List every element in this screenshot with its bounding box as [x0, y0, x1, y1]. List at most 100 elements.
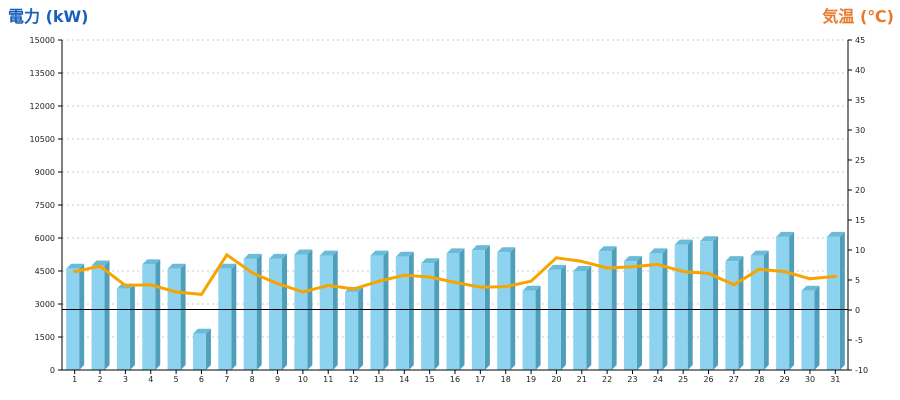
temperature-point [98, 264, 102, 268]
bar [370, 255, 384, 370]
temperature-point [377, 279, 381, 283]
bar-top [801, 285, 820, 291]
x-tick-label: 7 [224, 375, 229, 384]
bar-side [586, 266, 592, 370]
x-tick-label: 26 [703, 375, 713, 384]
bar-top [547, 264, 566, 270]
bar-top [142, 259, 161, 265]
temperature-point [402, 273, 406, 277]
bar [776, 236, 790, 370]
right-tick-label: 40 [855, 66, 865, 75]
temperature-point [326, 283, 330, 287]
bar [421, 263, 435, 370]
bar [294, 254, 308, 370]
bar-side [408, 251, 414, 370]
x-tick-label: 9 [275, 375, 280, 384]
bar [826, 236, 840, 370]
bar-side [636, 256, 642, 370]
x-tick-label: 1 [72, 375, 77, 384]
bar [91, 265, 105, 370]
bar-side [155, 259, 161, 370]
right-tick-label: 5 [855, 276, 860, 285]
x-tick-label: 10 [298, 375, 308, 384]
bar [522, 290, 536, 370]
temperature-point [225, 253, 229, 257]
bar-top [776, 231, 795, 237]
left-axis-title: 電力 (kW) [8, 7, 89, 26]
bar [471, 250, 485, 370]
x-tick-label: 30 [805, 375, 815, 384]
temperature-point [352, 287, 356, 291]
left-axis-ticks: 0 1500 3000 4500 6000 7500 9000 10500 12000 13500… [30, 36, 62, 375]
bar-top [598, 246, 617, 252]
bar-top [66, 263, 85, 269]
bar [700, 241, 714, 370]
bar [725, 261, 739, 370]
bar-side [763, 250, 769, 370]
bar-top [319, 250, 338, 256]
temperature-point [656, 262, 660, 266]
bar-top [294, 249, 313, 255]
temperature-point [833, 274, 837, 278]
bar [243, 258, 257, 370]
bar [192, 333, 206, 370]
right-axis-ticks: -10 -5 0 5 10 15 20 25 30 35 40 45 [848, 36, 868, 375]
bar-top [725, 256, 744, 262]
bar-side [205, 328, 211, 370]
x-tick-label: 21 [577, 375, 587, 384]
bar-top [192, 328, 211, 334]
right-tick-label: 10 [855, 246, 865, 255]
x-tick-label: 16 [450, 375, 460, 384]
temperature-point [174, 290, 178, 294]
bar-top [218, 263, 237, 269]
bar-top [421, 258, 440, 264]
x-tick-label: 3 [123, 375, 128, 384]
left-tick-label: 13500 [30, 69, 55, 78]
x-tick-label: 28 [754, 375, 764, 384]
x-tick-label: 20 [551, 375, 561, 384]
x-tick-label: 18 [501, 375, 511, 384]
temperature-point [149, 283, 153, 287]
left-tick-label: 12000 [30, 102, 55, 111]
temperature-point [199, 292, 203, 296]
bar-top [674, 239, 693, 245]
x-tick-label: 31 [830, 375, 840, 384]
right-tick-label: 0 [855, 306, 860, 315]
bar-top [750, 250, 769, 256]
temperature-point [732, 283, 736, 287]
bar-top [700, 236, 719, 242]
x-tick-label: 5 [174, 375, 179, 384]
right-tick-label: 30 [855, 126, 865, 135]
bar [345, 291, 359, 370]
left-tick-label: 1500 [35, 333, 55, 342]
bar-side [484, 245, 490, 370]
bar-side [104, 260, 110, 370]
x-tick-label: 24 [653, 375, 663, 384]
x-tick-label: 14 [399, 375, 409, 384]
x-tick-label: 11 [323, 375, 333, 384]
right-tick-label: -10 [855, 366, 868, 375]
bar-side [79, 263, 85, 370]
bar [218, 268, 232, 370]
bar-side [510, 247, 516, 370]
bar-top [649, 248, 668, 254]
temperature-point [529, 279, 533, 283]
temperature-point [73, 270, 77, 274]
bar-top [826, 231, 845, 237]
bar-top [497, 247, 516, 253]
right-tick-label: 45 [855, 36, 865, 45]
temperature-point [630, 265, 634, 269]
temperature-line-group [73, 253, 837, 296]
bar [395, 256, 409, 370]
bar-side [713, 236, 719, 370]
bar-side [687, 239, 693, 370]
x-tick-label: 27 [729, 375, 739, 384]
bar-top [573, 266, 592, 271]
bar-side [560, 264, 566, 370]
x-tick-label: 29 [780, 375, 790, 384]
x-tick-label: 13 [374, 375, 384, 384]
left-tick-label: 6000 [35, 234, 55, 243]
bar [269, 258, 283, 370]
temperature-point [504, 285, 508, 289]
bar [319, 255, 333, 370]
